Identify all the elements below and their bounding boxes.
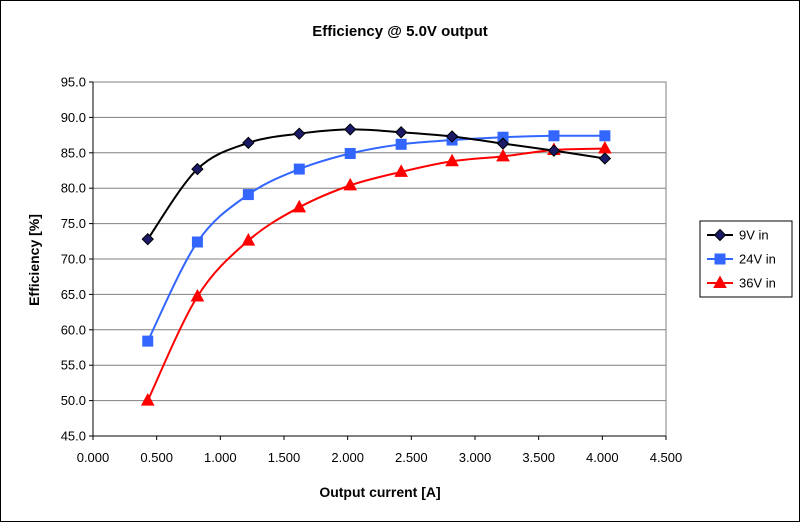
data-point — [599, 130, 611, 142]
data-point — [496, 137, 510, 150]
legend: 9V in 24V in 36V in — [699, 220, 793, 298]
data-point — [547, 144, 561, 157]
series-1 — [142, 130, 611, 347]
series-layer — [140, 123, 612, 406]
data-point — [142, 335, 154, 347]
data-point — [140, 393, 155, 406]
y-tick-label: 60.0 — [61, 322, 86, 337]
data-point — [598, 152, 612, 165]
data-point — [496, 148, 510, 162]
legend-marker — [714, 253, 726, 265]
data-point — [242, 189, 254, 201]
data-point — [344, 123, 357, 136]
x-tick-label: 4.500 — [650, 450, 683, 465]
data-point — [548, 130, 560, 142]
x-axis-label: Output current [A] — [319, 484, 440, 500]
x-tick-label: 2.000 — [331, 450, 364, 465]
y-tick-label: 55.0 — [61, 358, 86, 373]
y-tick-label: 85.0 — [61, 145, 86, 160]
y-tick-label: 50.0 — [61, 393, 86, 408]
x-tick-label: 1.000 — [204, 450, 237, 465]
data-point — [191, 162, 204, 176]
y-tick-label: 95.0 — [61, 75, 86, 90]
x-tick-label: 4.000 — [586, 450, 619, 465]
series-line — [146, 134, 605, 342]
x-tick-label: 1.500 — [268, 450, 301, 465]
data-point — [190, 288, 205, 302]
data-point — [191, 236, 203, 248]
data-point — [293, 127, 306, 140]
data-point — [293, 163, 305, 175]
data-point — [292, 199, 307, 213]
x-tick-label: 2.500 — [395, 450, 428, 465]
series-0 — [141, 123, 612, 246]
x-tick-label: 0.000 — [77, 450, 110, 465]
y-axis-label: Efficiency [%] — [26, 214, 42, 306]
x-tick-label: 0.500 — [140, 450, 173, 465]
data-point — [344, 148, 356, 160]
series-line — [146, 128, 606, 240]
data-point — [445, 153, 459, 167]
y-tick-label: 75.0 — [61, 216, 86, 231]
y-tick-label: 45.0 — [61, 429, 86, 444]
y-tick-label: 80.0 — [61, 181, 86, 196]
legend-label: 9V in — [739, 228, 769, 243]
x-axis-ticks: 0.000 0.500 1.000 1.500 2.000 2.500 3.000 3.500… — [77, 435, 683, 465]
series-line — [146, 147, 605, 402]
data-point — [141, 232, 154, 246]
data-point — [394, 126, 408, 139]
data-point — [445, 130, 459, 143]
legend-marker — [713, 275, 727, 288]
x-tick-label: 3.500 — [522, 450, 555, 465]
data-point — [242, 136, 255, 150]
chart-title: Efficiency @ 5.0V output — [312, 23, 488, 40]
legend-label: 24V in — [739, 252, 776, 267]
legend-marker — [713, 228, 727, 242]
y-axis-ticks: 45.0 50.0 55.0 60.0 65.0 70.0 75.0 80.0 85.0 90.0… — [61, 75, 94, 444]
legend-label: 36V in — [739, 276, 776, 291]
data-point — [343, 177, 358, 191]
y-tick-label: 70.0 — [61, 252, 86, 267]
y-tick-label: 65.0 — [61, 287, 86, 302]
data-point — [394, 164, 408, 177]
data-point — [241, 233, 256, 246]
data-point — [395, 138, 407, 150]
x-tick-label: 3.000 — [459, 450, 492, 465]
y-tick-label: 90.0 — [61, 110, 86, 125]
